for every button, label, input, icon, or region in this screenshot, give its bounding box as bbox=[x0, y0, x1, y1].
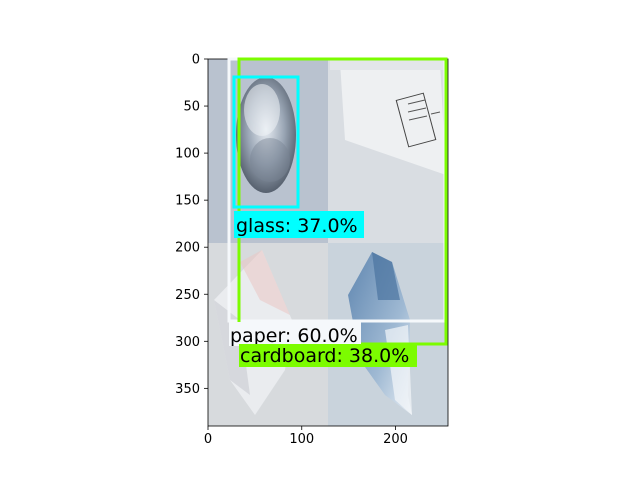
x-tick-label: 200 bbox=[383, 432, 408, 447]
y-tick-label: 0 bbox=[192, 53, 200, 68]
photo bbox=[208, 59, 448, 426]
cardboard-box-shape bbox=[340, 62, 446, 175]
y-tick-label: 200 bbox=[175, 241, 200, 256]
cardboard-label: cardboard: 38.0% bbox=[240, 345, 409, 367]
paper-label: paper: 60.0% bbox=[230, 325, 358, 347]
paper-label-bg bbox=[229, 322, 361, 346]
glass-box bbox=[232, 75, 300, 209]
glass-label: glass: 37.0% bbox=[236, 215, 358, 237]
cardboard-label-bg bbox=[239, 344, 417, 367]
y-tick-label: 350 bbox=[175, 382, 200, 397]
x-tick-label: 0 bbox=[204, 432, 212, 447]
x-tick-label: 100 bbox=[289, 432, 314, 447]
y-axis: 0 50 100 150 200 250 300 350 bbox=[175, 53, 208, 397]
glass-label-bg bbox=[234, 211, 364, 238]
y-tick-label: 250 bbox=[175, 288, 200, 303]
y-tick-label: 100 bbox=[175, 147, 200, 162]
y-tick-label: 150 bbox=[175, 194, 200, 209]
y-tick-label: 300 bbox=[175, 335, 200, 350]
x-axis: 0 100 200 bbox=[204, 426, 408, 447]
y-tick-label: 50 bbox=[183, 100, 200, 115]
detections: paper: 60.0% glass: 37.0% cardboard: 38.… bbox=[227, 57, 448, 367]
